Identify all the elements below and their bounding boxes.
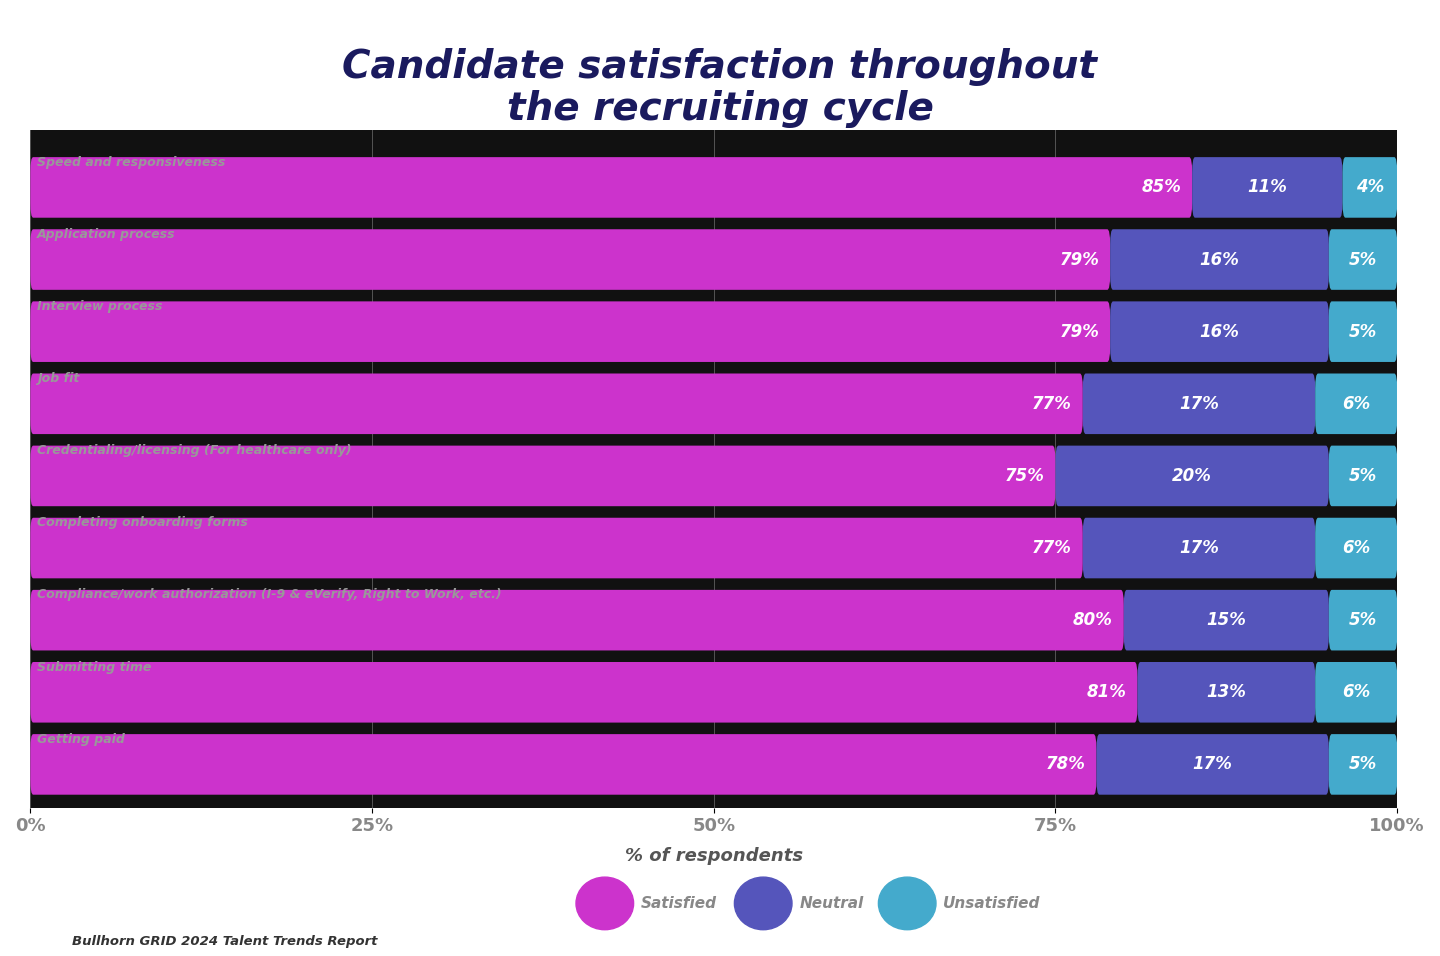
Text: 5%: 5% [1349, 755, 1377, 773]
Text: 17%: 17% [1179, 395, 1218, 413]
Text: 15%: 15% [1207, 611, 1246, 629]
Text: 80%: 80% [1073, 611, 1113, 629]
Text: 5%: 5% [1349, 250, 1377, 269]
Text: 77%: 77% [1032, 539, 1071, 557]
FancyBboxPatch shape [1329, 734, 1397, 794]
FancyBboxPatch shape [1110, 229, 1329, 290]
Text: Job fit: Job fit [37, 372, 79, 385]
FancyBboxPatch shape [30, 374, 1083, 434]
FancyBboxPatch shape [30, 157, 1192, 218]
Text: 4%: 4% [1355, 179, 1384, 196]
Text: 16%: 16% [1200, 250, 1240, 269]
Text: 85%: 85% [1142, 179, 1181, 196]
FancyBboxPatch shape [1329, 590, 1397, 650]
FancyBboxPatch shape [30, 734, 1096, 794]
Text: 79%: 79% [1060, 250, 1099, 269]
FancyBboxPatch shape [1110, 301, 1329, 362]
FancyBboxPatch shape [30, 229, 1110, 290]
FancyBboxPatch shape [1315, 662, 1397, 723]
Text: 81%: 81% [1087, 684, 1126, 702]
Text: 6%: 6% [1342, 684, 1371, 702]
FancyBboxPatch shape [30, 445, 1056, 507]
Text: 13%: 13% [1207, 684, 1246, 702]
Text: Candidate satisfaction throughout
the recruiting cycle: Candidate satisfaction throughout the re… [343, 48, 1097, 128]
FancyBboxPatch shape [1315, 374, 1397, 434]
FancyBboxPatch shape [1192, 157, 1342, 218]
Text: Neutral: Neutral [799, 896, 864, 911]
Text: 78%: 78% [1045, 755, 1086, 773]
Text: Completing onboarding forms: Completing onboarding forms [37, 516, 248, 530]
Text: Unsatisfied: Unsatisfied [943, 896, 1041, 911]
Text: 20%: 20% [1172, 467, 1212, 485]
FancyBboxPatch shape [1329, 445, 1397, 507]
FancyBboxPatch shape [1096, 734, 1329, 794]
Text: Satisfied: Satisfied [641, 896, 717, 911]
X-axis label: % of respondents: % of respondents [625, 846, 804, 864]
Text: 17%: 17% [1179, 539, 1218, 557]
FancyBboxPatch shape [1138, 662, 1315, 723]
FancyBboxPatch shape [1315, 518, 1397, 578]
FancyBboxPatch shape [1083, 518, 1315, 578]
Text: Bullhorn GRID 2024 Talent Trends Report: Bullhorn GRID 2024 Talent Trends Report [72, 935, 377, 948]
Text: 79%: 79% [1060, 323, 1099, 340]
FancyBboxPatch shape [30, 662, 1138, 723]
FancyBboxPatch shape [1123, 590, 1329, 650]
FancyBboxPatch shape [1329, 301, 1397, 362]
Text: Submitting time: Submitting time [37, 661, 151, 674]
Text: 77%: 77% [1032, 395, 1071, 413]
Text: 5%: 5% [1349, 467, 1377, 485]
Text: Application process: Application process [37, 228, 176, 241]
FancyBboxPatch shape [30, 301, 1110, 362]
Text: 6%: 6% [1342, 539, 1371, 557]
Text: 16%: 16% [1200, 323, 1240, 340]
Text: 6%: 6% [1342, 395, 1371, 413]
FancyBboxPatch shape [1329, 229, 1397, 290]
Text: Speed and responsiveness: Speed and responsiveness [37, 156, 226, 168]
Text: 5%: 5% [1349, 323, 1377, 340]
Text: Credentialing/licensing (For healthcare only): Credentialing/licensing (For healthcare … [37, 445, 351, 457]
Text: Getting paid: Getting paid [37, 732, 125, 746]
FancyBboxPatch shape [1056, 445, 1329, 507]
FancyBboxPatch shape [1083, 374, 1315, 434]
Text: 5%: 5% [1349, 611, 1377, 629]
Text: Interview process: Interview process [37, 300, 163, 313]
Text: 17%: 17% [1192, 755, 1233, 773]
Text: Compliance/work authorization (I-9 & eVerify, Right to Work, etc.): Compliance/work authorization (I-9 & eVe… [37, 588, 501, 601]
Text: 11%: 11% [1247, 179, 1287, 196]
FancyBboxPatch shape [30, 518, 1083, 578]
FancyBboxPatch shape [1342, 157, 1397, 218]
Text: 75%: 75% [1005, 467, 1044, 485]
FancyBboxPatch shape [30, 590, 1123, 650]
